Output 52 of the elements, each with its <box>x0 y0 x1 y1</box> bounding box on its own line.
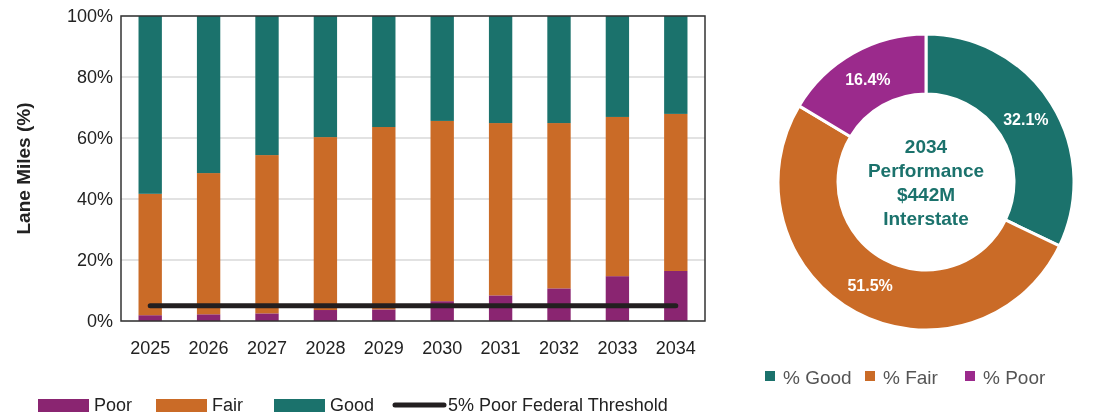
y-tick-label: 60% <box>76 128 113 148</box>
bar <box>196 16 221 174</box>
bar <box>664 16 688 114</box>
y-tick-label: 20% <box>76 250 113 270</box>
x-tick-label: 2033 <box>597 338 638 358</box>
legend-label: % Fair <box>883 366 939 388</box>
legend-label: Fair <box>212 395 243 415</box>
x-tick-label: 2030 <box>422 338 463 358</box>
y-tick-label: 100% <box>66 6 113 26</box>
bar <box>138 193 162 316</box>
x-tick-label: 2028 <box>305 338 346 358</box>
legend-label: 5% Poor Federal Threshold <box>448 395 668 415</box>
bar <box>255 313 279 321</box>
x-tick-label: 2031 <box>480 338 521 358</box>
bar <box>313 310 338 321</box>
y-tick-label: 80% <box>76 67 113 87</box>
y-tick-label: 0% <box>86 311 113 331</box>
legend-label: Poor <box>94 395 133 415</box>
bar <box>372 127 396 310</box>
x-tick-label: 2029 <box>363 338 404 358</box>
bar <box>664 113 688 271</box>
y-tick-label: 40% <box>76 189 113 209</box>
bar <box>547 123 571 289</box>
bar <box>488 123 513 296</box>
bar <box>664 270 688 321</box>
bar <box>196 173 221 315</box>
x-tick-label: 2025 <box>130 338 171 358</box>
bar <box>255 155 279 314</box>
legend-label: % Good <box>783 366 852 388</box>
bar <box>313 137 338 311</box>
legend-label: Good <box>330 395 375 415</box>
x-tick-label: 2026 <box>188 338 229 358</box>
bar <box>605 116 630 277</box>
bar <box>313 16 338 138</box>
bar <box>255 16 279 156</box>
bar <box>138 16 162 194</box>
bar <box>372 309 396 321</box>
bar <box>430 120 454 302</box>
x-tick-label: 2032 <box>538 338 580 358</box>
data-label: 16.4% <box>845 70 891 88</box>
data-label: 32.1% <box>1003 110 1049 128</box>
x-tick-label: 2034 <box>655 338 696 358</box>
x-tick-label: 2027 <box>246 338 288 358</box>
bar <box>372 16 396 128</box>
legend-label: % Poor <box>983 366 1046 388</box>
text: 2034 Performance $442M Interstate <box>867 135 985 229</box>
bar <box>605 16 630 117</box>
data-label: 51.5% <box>847 277 893 295</box>
bar <box>430 16 454 121</box>
bar <box>547 16 571 124</box>
y-axis-title: Lane Miles (%) <box>13 102 34 235</box>
bar <box>488 16 513 124</box>
